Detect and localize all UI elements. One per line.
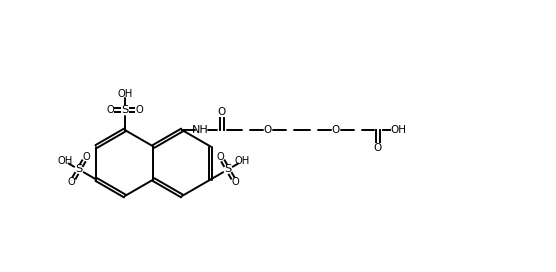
Text: O: O [136, 105, 143, 115]
Text: O: O [264, 125, 272, 135]
Text: O: O [332, 125, 340, 135]
Text: OH: OH [390, 125, 406, 135]
Text: S: S [75, 165, 83, 175]
Text: OH: OH [117, 89, 132, 99]
Text: S: S [224, 165, 231, 175]
Text: S: S [121, 105, 128, 115]
Text: O: O [68, 177, 76, 187]
Text: O: O [218, 107, 226, 117]
Text: OH: OH [57, 156, 73, 166]
Text: O: O [106, 105, 114, 115]
Text: OH: OH [234, 156, 250, 166]
Text: NH: NH [192, 125, 208, 135]
Text: O: O [82, 152, 90, 162]
Text: O: O [231, 177, 239, 187]
Text: O: O [217, 152, 225, 162]
Text: O: O [374, 143, 382, 153]
